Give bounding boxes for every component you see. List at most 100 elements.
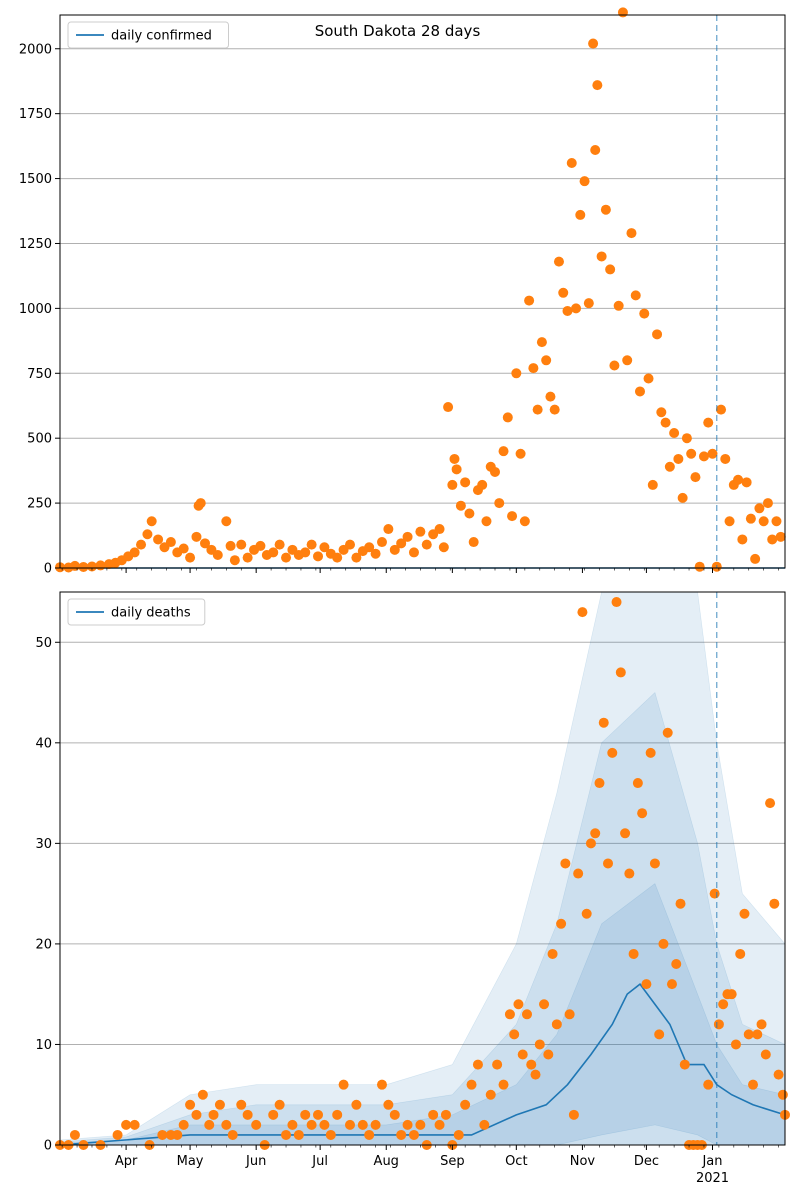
data-point bbox=[165, 537, 176, 548]
data-point bbox=[677, 492, 688, 503]
data-point bbox=[236, 1099, 247, 1110]
x-axis: Apr May Jun Jul Aug Sep Oct Nov Dec Jan 2021 bbox=[61, 1145, 779, 1186]
y-tick-label: 2000 bbox=[19, 42, 52, 57]
data-point bbox=[453, 1129, 464, 1140]
data-point bbox=[713, 1019, 724, 1030]
plot-frame bbox=[59, 14, 786, 569]
data-point bbox=[434, 1119, 445, 1130]
y-tick-label: 0 bbox=[44, 1139, 52, 1154]
data-point bbox=[662, 727, 673, 738]
data-point bbox=[136, 539, 147, 550]
data-point bbox=[191, 531, 202, 542]
data-point bbox=[596, 251, 607, 262]
data-point bbox=[396, 538, 407, 549]
data-point bbox=[242, 552, 253, 563]
data-point bbox=[306, 539, 317, 550]
data-point bbox=[658, 938, 669, 949]
data-point bbox=[637, 808, 648, 819]
y-tick-label: 0 bbox=[44, 562, 52, 577]
data-point bbox=[600, 204, 611, 215]
y-tick-label: 30 bbox=[35, 837, 52, 852]
y-axis: 0 250 500 750 1000 1250 1500 1750 2000 bbox=[19, 42, 60, 577]
data-point bbox=[743, 1029, 754, 1040]
data-point bbox=[709, 888, 720, 899]
data-point bbox=[624, 868, 635, 879]
x-tick-label: Jan bbox=[701, 1154, 722, 1169]
data-point bbox=[720, 453, 731, 464]
data-point bbox=[588, 38, 599, 49]
y-tick-label: 1000 bbox=[19, 302, 52, 317]
data-point bbox=[204, 1119, 215, 1130]
data-point bbox=[396, 1129, 407, 1140]
data-point bbox=[428, 1109, 439, 1120]
data-point bbox=[575, 209, 586, 220]
data-point bbox=[504, 1009, 515, 1020]
data-point bbox=[300, 1109, 311, 1120]
data-point bbox=[383, 1099, 394, 1110]
data-point bbox=[389, 1109, 400, 1120]
data-point bbox=[752, 1029, 763, 1040]
data-point bbox=[515, 448, 526, 459]
data-point bbox=[447, 479, 458, 490]
data-point bbox=[654, 1029, 665, 1040]
data-point bbox=[229, 555, 240, 566]
data-point bbox=[129, 547, 140, 558]
data-point bbox=[551, 1019, 562, 1030]
data-point bbox=[325, 1129, 336, 1140]
data-point bbox=[628, 948, 639, 959]
data-point bbox=[590, 145, 601, 156]
data-point bbox=[666, 979, 677, 990]
data-point bbox=[549, 404, 560, 415]
data-point bbox=[345, 1119, 355, 1130]
data-point bbox=[716, 404, 727, 415]
data-point bbox=[724, 516, 735, 527]
legend: daily confirmed bbox=[67, 21, 229, 49]
chart-confirmed: 0 250 500 750 1000 1250 1500 1750 2000 South Dak… bbox=[19, 7, 786, 577]
x-tick-label: Dec bbox=[634, 1154, 659, 1169]
data-point bbox=[615, 667, 626, 678]
data-point bbox=[607, 747, 618, 758]
data-point bbox=[494, 498, 505, 509]
data-point bbox=[611, 597, 622, 608]
data-point bbox=[191, 1109, 202, 1120]
data-point bbox=[777, 1089, 788, 1100]
data-point bbox=[319, 1119, 330, 1130]
data-point bbox=[69, 560, 80, 571]
data-point bbox=[338, 1079, 349, 1090]
data-point bbox=[443, 402, 454, 413]
data-point bbox=[526, 1059, 537, 1070]
data-point bbox=[146, 516, 157, 527]
data-point bbox=[313, 551, 324, 562]
data-point bbox=[707, 448, 718, 459]
data-point bbox=[639, 308, 650, 319]
data-point bbox=[178, 543, 189, 554]
data-point bbox=[765, 798, 776, 809]
data-point bbox=[251, 1119, 262, 1130]
data-point bbox=[268, 1109, 279, 1120]
data-point bbox=[539, 999, 550, 1010]
data-point bbox=[455, 500, 466, 511]
data-point bbox=[389, 544, 400, 555]
data-point bbox=[78, 561, 89, 572]
data-point bbox=[225, 540, 236, 551]
data-point bbox=[376, 1079, 387, 1090]
data-point bbox=[635, 386, 645, 397]
data-point bbox=[319, 542, 330, 553]
data-point bbox=[585, 838, 596, 849]
data-point bbox=[153, 534, 164, 545]
data-point bbox=[300, 547, 311, 558]
data-point bbox=[438, 542, 449, 553]
data-point bbox=[735, 948, 746, 959]
x-tick-label: Apr bbox=[115, 1154, 138, 1169]
data-point bbox=[415, 1119, 426, 1130]
data-point bbox=[528, 363, 539, 374]
data-point bbox=[675, 898, 686, 909]
x-tick-label: Sep bbox=[440, 1154, 465, 1169]
data-point bbox=[579, 176, 590, 187]
data-point bbox=[532, 404, 543, 415]
scatter-points bbox=[55, 597, 790, 1150]
data-point bbox=[543, 1049, 554, 1060]
data-point bbox=[200, 538, 210, 549]
data-point bbox=[157, 1129, 168, 1140]
data-point bbox=[357, 1119, 368, 1130]
